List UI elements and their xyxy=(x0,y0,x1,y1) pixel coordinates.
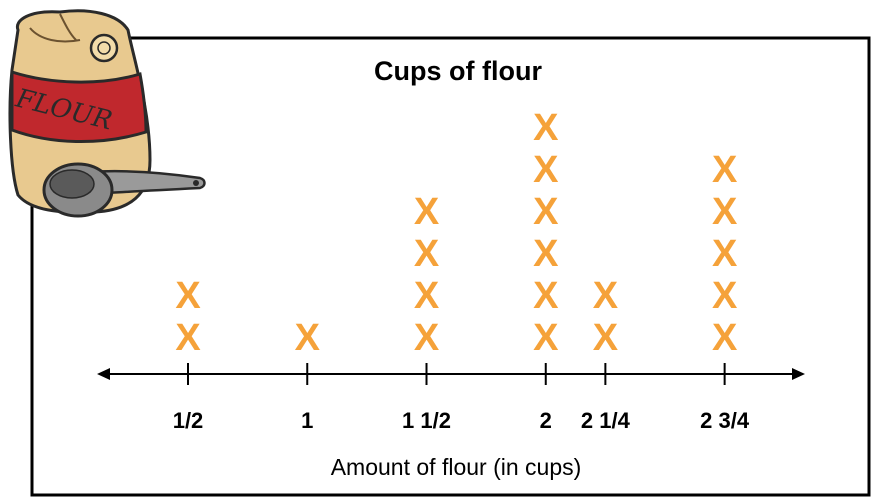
axis-arrow-left xyxy=(97,368,110,380)
mark-x-3-1: X xyxy=(533,275,559,317)
chart-frame xyxy=(30,36,871,497)
mark-x-5-1: X xyxy=(712,275,738,317)
sack-band xyxy=(10,69,148,143)
tick-label-2: 1 1/2 xyxy=(402,408,451,433)
tick-label-3: 2 xyxy=(540,408,552,433)
mark-x-4-0: X xyxy=(593,317,619,359)
mark-x-5-4: X xyxy=(712,149,738,191)
tick-group xyxy=(187,363,726,385)
mark-x-0-1: X xyxy=(175,275,201,317)
scoop-hole xyxy=(193,180,199,186)
x-axis-label: Amount of flour (in cups) xyxy=(331,454,582,480)
sack-rolled-corner-inner xyxy=(97,41,111,55)
sack-rolled-corner xyxy=(89,33,119,63)
scoop-rim xyxy=(49,169,95,199)
mark-x-0-0: X xyxy=(175,317,201,359)
mark-x-2-2: X xyxy=(414,233,440,275)
mark-x-5-3: X xyxy=(712,191,738,233)
mark-x-2-1: X xyxy=(414,275,440,317)
tick-label-4: 2 1/4 xyxy=(581,408,631,433)
sack-folds xyxy=(29,13,81,43)
mark-x-1-0: X xyxy=(295,317,321,359)
mark-x-5-0: X xyxy=(712,317,738,359)
mark-x-3-0: X xyxy=(533,317,559,359)
mark-x-2-0: X xyxy=(414,317,440,359)
mark-x-2-3: X xyxy=(414,191,440,233)
tick-label-0: 1/2 xyxy=(173,408,204,433)
mark-x-3-5: X xyxy=(533,107,559,149)
mark-x-4-1: X xyxy=(593,275,619,317)
mark-x-3-4: X xyxy=(533,149,559,191)
tick-label-5: 2 3/4 xyxy=(700,408,750,433)
mark-x-5-2: X xyxy=(712,233,738,275)
tick-label-group: 1/2 1 1 1/2 2 2 1/4 2 3/4 xyxy=(173,408,750,433)
flour-sack-with-measuring-cup-icon: FLOUR xyxy=(8,9,206,218)
mark-x-3-3: X xyxy=(533,191,559,233)
tick-label-1: 1 xyxy=(301,408,313,433)
scoop-handle xyxy=(86,170,206,196)
number-line xyxy=(97,368,805,380)
mark-x-3-2: X xyxy=(533,233,559,275)
axis-arrow-right xyxy=(792,368,805,380)
chart-title: Cups of flour xyxy=(374,56,542,86)
